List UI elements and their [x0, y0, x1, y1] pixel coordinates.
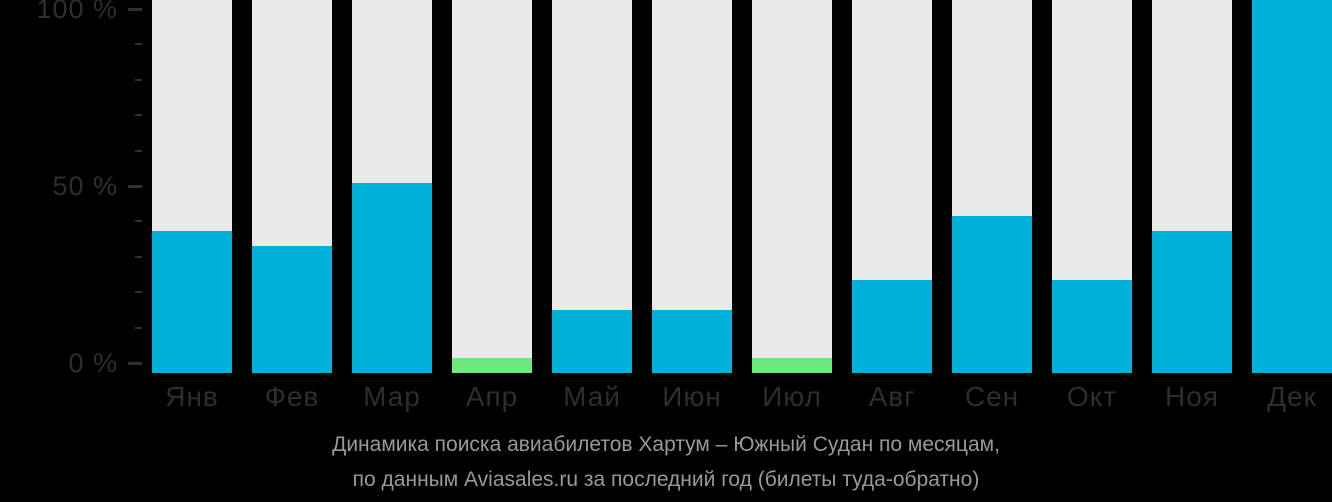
- bar-track: [852, 0, 932, 373]
- bar-fill: [552, 310, 632, 373]
- bar-track: [952, 0, 1032, 373]
- bar-track: [552, 0, 632, 373]
- y-axis-major-tick: [128, 7, 142, 11]
- bar-track: [1152, 0, 1232, 373]
- y-axis-label: 0 %: [68, 348, 118, 378]
- y-axis-label: 50 %: [52, 171, 118, 201]
- plot-area: 100 % 50 % 0 % Янв Фев Мар Апр Май Июн Июл Авг Сен О…: [36, 0, 1332, 412]
- bar-track: [1052, 0, 1132, 373]
- bar-track: [452, 0, 532, 373]
- chart-title: Динамика поиска авиабилетов Хартум – Южн…: [332, 433, 1000, 456]
- x-axis-label: Окт: [1066, 381, 1118, 412]
- bar-fill: [752, 358, 832, 373]
- y-axis-minor-tick: [135, 220, 142, 223]
- x-axis-label: Мар: [363, 381, 421, 412]
- bar-track: [152, 0, 232, 373]
- x-axis-label: Сен: [964, 381, 1020, 412]
- y-axis-major-tick: [128, 184, 142, 188]
- bar-track: [752, 0, 832, 373]
- x-axis-label: Авг: [868, 381, 916, 412]
- x-axis-label: Апр: [465, 381, 519, 412]
- x-axis-label: Июн: [662, 381, 722, 412]
- y-axis-minor-tick: [135, 291, 142, 294]
- y-axis-minor-tick: [135, 149, 142, 152]
- x-axis-label: Дек: [1267, 381, 1317, 412]
- y-axis-label: 100 %: [36, 0, 118, 24]
- y-axis-minor-tick: [135, 114, 142, 117]
- y-axis-minor-tick: [135, 326, 142, 329]
- x-axis-label: Май: [563, 381, 621, 412]
- x-axis-label: Фев: [264, 381, 320, 412]
- bar-fill: [152, 231, 232, 373]
- y-axis-minor-tick: [135, 78, 142, 81]
- y-axis-minor-tick: [135, 255, 142, 258]
- bar-fill: [852, 280, 932, 373]
- bar-track: [252, 0, 332, 373]
- bar-fill: [952, 216, 1032, 373]
- bar-fill: [1152, 231, 1232, 373]
- chart-subtitle: по данным Aviasales.ru за последний год …: [352, 468, 980, 491]
- bar-fill: [352, 183, 432, 373]
- bar-track: [652, 0, 732, 373]
- bar-fill: [452, 358, 532, 373]
- x-axis-label: Янв: [165, 381, 219, 412]
- bar-fill: [1052, 280, 1132, 373]
- bar-fill: [1252, 0, 1332, 373]
- y-axis-minor-tick: [135, 43, 142, 46]
- x-axis-label: Июл: [762, 381, 822, 412]
- bar-track: [1252, 0, 1332, 373]
- bar-track: [352, 0, 432, 373]
- x-axis-label: Ноя: [1165, 381, 1219, 412]
- bar-fill: [252, 246, 332, 373]
- bar-fill: [652, 310, 732, 373]
- y-axis-major-tick: [128, 361, 142, 365]
